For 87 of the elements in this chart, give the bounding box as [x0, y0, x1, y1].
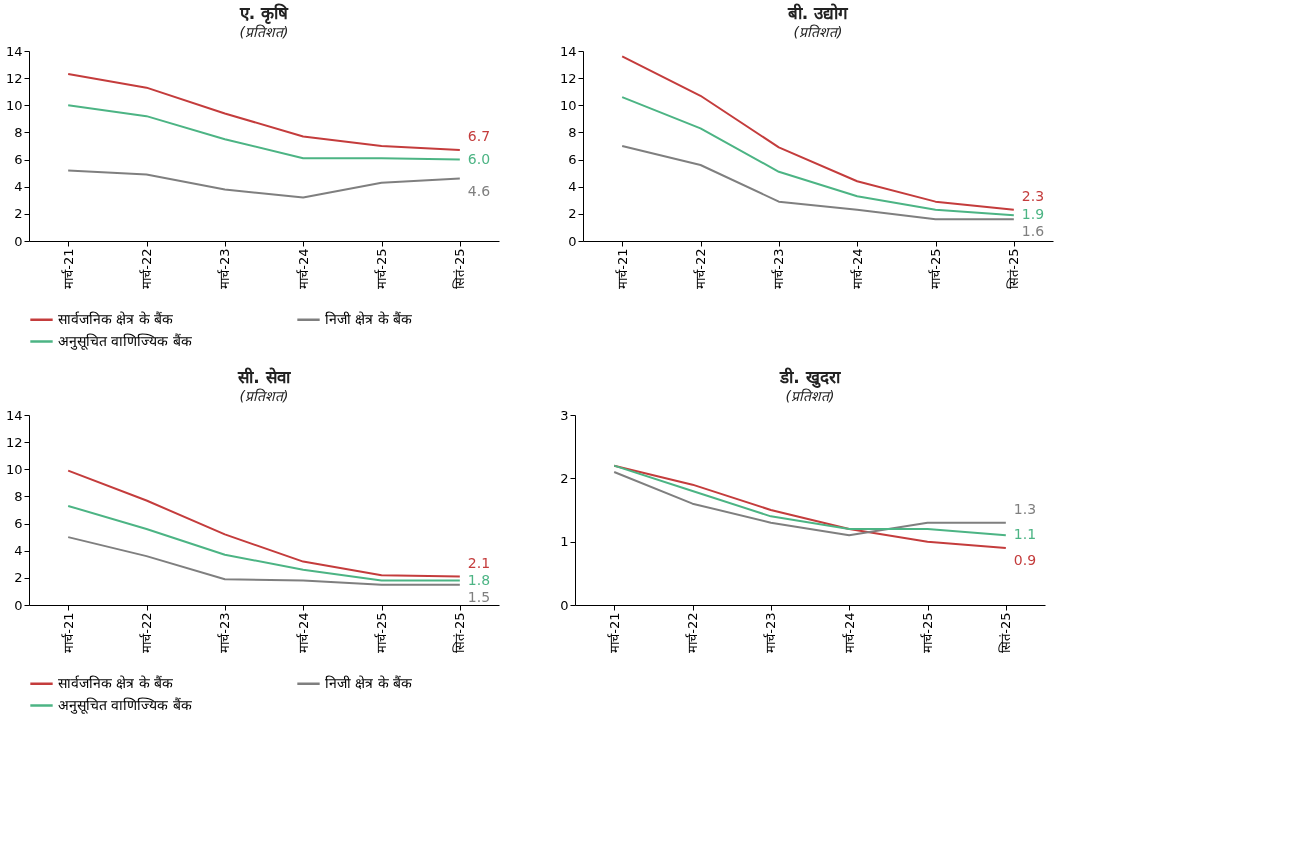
- chart-subtitle: (प्रतिशत): [793, 24, 843, 40]
- chart-title: बी. उद्योग: [786, 3, 850, 23]
- x-tick-label: मार्च-21: [614, 248, 630, 289]
- data-label: 1.8: [467, 571, 491, 588]
- x-tick-label: मार्च-25: [920, 612, 935, 653]
- line-series: [67, 169, 461, 199]
- y-tick-label: 6: [14, 516, 23, 532]
- chart-subtitle: (प्रतिशत): [785, 388, 835, 404]
- y-tick-label: 10: [559, 97, 577, 113]
- x-tick-label: सितं-25: [452, 612, 468, 653]
- legend-label: सार्वजनिक क्षेत्र के बैंक: [58, 310, 174, 327]
- x-tick-label: मार्च-22: [685, 612, 700, 653]
- x-tick-label: मार्च-24: [849, 248, 865, 289]
- line-series: [621, 96, 1015, 217]
- x-tick-label: मार्च-25: [374, 612, 389, 653]
- y-tick-label: 4: [14, 179, 23, 195]
- x-tick-label: मार्च-24: [295, 612, 311, 653]
- y-tick-label: 3: [560, 407, 569, 423]
- data-label: 6.0: [467, 150, 491, 167]
- y-tick-label: 4: [568, 179, 577, 195]
- y-tick-label: 0: [14, 233, 23, 249]
- x-tick-label: मार्च-24: [295, 248, 311, 289]
- chart-title: डी. खुदरा: [779, 367, 841, 388]
- data-label: 0.9: [1013, 552, 1037, 568]
- data-label: 1.3: [1013, 500, 1037, 517]
- x-tick-label: मार्च-21: [606, 612, 622, 653]
- data-label: 4.6: [467, 182, 491, 199]
- y-tick-label: 14: [5, 407, 23, 423]
- y-tick-label: 6: [14, 152, 23, 168]
- y-tick-label: 0: [14, 597, 23, 613]
- x-tick-label: मार्च-23: [217, 612, 233, 653]
- chart-title: ए. कृषि: [238, 3, 290, 24]
- chart-subtitle: (प्रतिशत): [239, 24, 289, 40]
- x-tick-label: मार्च-25: [928, 248, 943, 289]
- x-tick-label: सितं-25: [452, 248, 468, 289]
- y-tick-label: 12: [5, 434, 23, 450]
- y-tick-label: 12: [5, 70, 23, 86]
- y-tick-label: 6: [568, 152, 577, 168]
- y-tick-label: 8: [568, 124, 577, 140]
- y-tick-label: 1: [560, 534, 569, 550]
- x-tick-label: मार्च-21: [60, 248, 76, 289]
- y-tick-label: 2: [568, 206, 577, 222]
- data-label: 1.6: [1021, 223, 1045, 240]
- data-label: 1.5: [467, 588, 491, 605]
- y-tick-label: 0: [568, 233, 577, 249]
- x-tick-label: मार्च-22: [139, 612, 154, 653]
- legend-label: अनुसूचित वाणिज्यिक बैंक: [58, 332, 192, 350]
- legend-label: सार्वजनिक क्षेत्र के बैंक: [58, 674, 174, 691]
- line-series: [67, 73, 461, 152]
- y-tick-label: 8: [14, 124, 23, 140]
- x-tick-label: सितं-25: [1006, 248, 1022, 289]
- y-tick-label: 2: [14, 570, 23, 586]
- legend-label: निजी क्षेत्र के बैंक: [325, 310, 413, 327]
- y-tick-label: 8: [14, 488, 23, 504]
- x-tick-label: मार्च-21: [60, 612, 76, 653]
- y-tick-label: 14: [559, 43, 577, 59]
- line-series: [67, 536, 461, 586]
- x-tick-label: मार्च-24: [841, 612, 857, 653]
- line-series: [67, 504, 461, 582]
- y-tick-label: 12: [559, 70, 577, 86]
- data-label: 2.1: [467, 554, 491, 571]
- line-series: [621, 145, 1015, 221]
- x-tick-label: मार्च-23: [763, 612, 779, 653]
- y-tick-label: 14: [5, 43, 23, 59]
- y-tick-label: 4: [14, 543, 23, 559]
- y-tick-label: 0: [560, 597, 569, 613]
- line-series: [67, 104, 461, 161]
- chart-subtitle: (प्रतिशत): [239, 388, 289, 404]
- x-tick-label: मार्च-22: [693, 248, 708, 289]
- x-tick-label: मार्च-23: [217, 248, 233, 289]
- data-label: 1.9: [1021, 206, 1045, 223]
- x-tick-label: मार्च-25: [374, 248, 389, 289]
- legend-label: अनुसूचित वाणिज्यिक बैंक: [58, 696, 192, 714]
- y-tick-label: 10: [5, 461, 23, 477]
- y-tick-label: 10: [5, 97, 23, 113]
- x-tick-label: मार्च-23: [771, 248, 787, 289]
- x-tick-label: मार्च-22: [139, 248, 154, 289]
- data-label: 6.7: [467, 128, 491, 145]
- line-series: [67, 469, 461, 578]
- chart-title: सी. सेवा: [237, 367, 291, 387]
- y-tick-label: 2: [560, 470, 569, 486]
- legend-label: निजी क्षेत्र के बैंक: [325, 674, 413, 691]
- line-series: [621, 55, 1015, 211]
- x-tick-label: सितं-25: [998, 612, 1014, 653]
- data-label: 2.3: [1021, 187, 1045, 204]
- data-label: 1.1: [1013, 526, 1037, 543]
- y-tick-label: 2: [14, 206, 23, 222]
